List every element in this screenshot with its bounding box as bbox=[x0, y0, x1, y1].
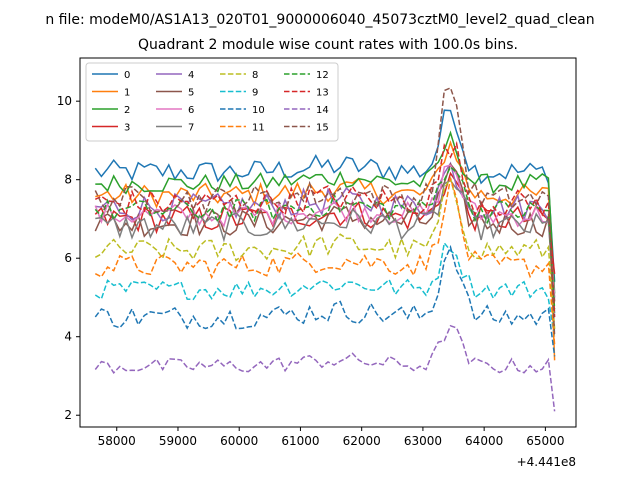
legend-label-2: 2 bbox=[124, 105, 130, 116]
y-tick-label: 6 bbox=[64, 251, 72, 265]
legend-label-15: 15 bbox=[316, 123, 329, 134]
series-line-13 bbox=[94, 141, 556, 318]
series-line-1 bbox=[95, 140, 556, 361]
legend-label-7: 7 bbox=[188, 123, 194, 134]
legend-label-11: 11 bbox=[252, 123, 265, 134]
series-line-11 bbox=[94, 177, 556, 345]
series-line-12 bbox=[94, 165, 556, 310]
series-line-4 bbox=[95, 161, 556, 298]
plot-lines bbox=[94, 86, 556, 412]
legend-label-6: 6 bbox=[188, 105, 194, 116]
x-tick-label: 58000 bbox=[98, 434, 136, 448]
legend-label-13: 13 bbox=[316, 88, 329, 99]
legend-label-5: 5 bbox=[188, 88, 194, 99]
y-tick-label: 8 bbox=[64, 173, 72, 187]
x-tick-label: 61000 bbox=[281, 434, 319, 448]
x-tick-label: 62000 bbox=[343, 434, 381, 448]
x-tick-label: 64000 bbox=[465, 434, 503, 448]
figure-suptitle: n file: modeM0/AS1A13_020T01_9000006040_… bbox=[45, 12, 594, 28]
legend-label-1: 1 bbox=[124, 88, 130, 99]
series-line-2 bbox=[95, 130, 556, 294]
x-axis-offset-label: +4.441e8 bbox=[517, 455, 576, 469]
x-tick-label: 60000 bbox=[220, 434, 258, 448]
x-tick-label: 59000 bbox=[159, 434, 197, 448]
series-line-5 bbox=[94, 162, 556, 302]
series-line-6 bbox=[94, 164, 556, 298]
legend-label-3: 3 bbox=[124, 123, 130, 134]
x-tick-label: 65000 bbox=[526, 434, 564, 448]
series-line-8 bbox=[94, 176, 556, 329]
series-line-0 bbox=[94, 109, 556, 282]
axes: 58000 59000 60000 61000 62000 63000 64000 65000… bbox=[57, 94, 565, 448]
series-line-10 bbox=[94, 244, 556, 357]
legend-box bbox=[85, 62, 339, 142]
x-tick-label: 63000 bbox=[404, 434, 442, 448]
series-line-15 bbox=[94, 86, 556, 337]
series-line-9 bbox=[94, 241, 556, 337]
chart-title: Quadrant 2 module wise count rates with … bbox=[138, 37, 518, 53]
plot-frame bbox=[79, 57, 577, 428]
series-line-7 bbox=[95, 179, 556, 314]
legend-label-10: 10 bbox=[252, 105, 265, 116]
y-tick-label: 4 bbox=[64, 330, 72, 344]
legend-label-9: 9 bbox=[252, 88, 258, 99]
legend-label-12: 12 bbox=[316, 70, 329, 81]
legend-label-8: 8 bbox=[252, 70, 258, 81]
series-line-14 bbox=[94, 324, 556, 412]
legend-label-4: 4 bbox=[188, 70, 194, 81]
legend-label-0: 0 bbox=[124, 70, 130, 81]
legend-label-14: 14 bbox=[316, 105, 329, 116]
y-tick-label: 2 bbox=[64, 408, 72, 422]
y-tick-label: 10 bbox=[57, 94, 72, 108]
